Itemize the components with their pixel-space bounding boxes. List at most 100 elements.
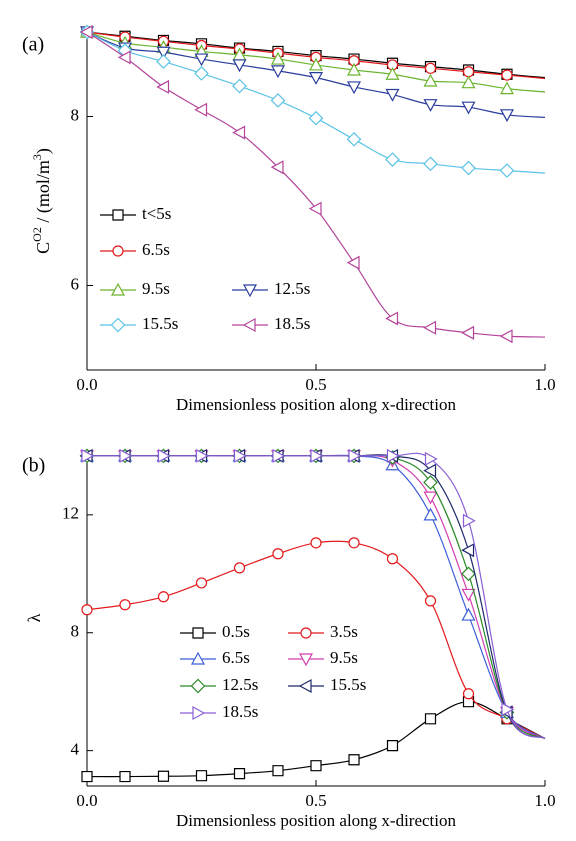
data-marker [233, 768, 246, 780]
y-tick-label: 8 [71, 105, 80, 124]
data-marker [462, 688, 475, 700]
data-marker [310, 448, 324, 463]
panel-label: (b) [22, 455, 45, 477]
data-marker [461, 588, 476, 602]
data-marker [156, 54, 171, 69]
y-tick-label: 4 [71, 740, 80, 759]
data-marker [348, 55, 360, 67]
data-marker [308, 201, 322, 216]
data-marker [308, 72, 324, 85]
legend-marker [298, 653, 314, 667]
x-tick-label: 0.0 [76, 375, 97, 394]
legend-marker [242, 284, 258, 298]
series-line [87, 454, 546, 740]
legend-marker [190, 651, 206, 665]
data-marker [270, 51, 285, 65]
data-marker [157, 591, 170, 603]
data-marker [194, 102, 208, 117]
y-axis-title-part: ) [33, 148, 54, 154]
data-marker [424, 62, 437, 74]
data-marker [499, 163, 515, 178]
series-line [87, 452, 546, 740]
legend-marker [298, 678, 312, 694]
data-marker [423, 320, 437, 335]
data-marker [194, 66, 209, 81]
data-marker [423, 491, 438, 505]
data-marker [119, 448, 133, 463]
data-marker [386, 448, 400, 463]
data-marker [501, 702, 515, 717]
legend-label: 12.5s [222, 675, 258, 694]
data-marker [347, 81, 362, 95]
x-axis-title: Dimensionless position along x-direction [176, 811, 456, 830]
data-marker [232, 59, 247, 73]
legend-label: 0.5s [222, 622, 250, 641]
data-marker [232, 125, 246, 140]
data-marker [157, 770, 170, 782]
legend-marker [112, 209, 124, 221]
data-marker [348, 448, 362, 463]
data-marker [308, 57, 324, 71]
data-marker [348, 754, 360, 766]
legend-label: 18.5s [222, 702, 258, 721]
data-marker [386, 740, 399, 752]
legend-label: 15.5s [330, 675, 366, 694]
legend-marker [110, 317, 126, 333]
data-marker [119, 770, 131, 783]
y-axis-title-part: / (mol/m [33, 160, 54, 227]
data-marker [310, 537, 322, 549]
legend-label: 9.5s [142, 279, 170, 298]
legend-label: 15.5s [142, 314, 178, 333]
series-line [87, 454, 546, 740]
data-marker [461, 101, 476, 115]
legend-marker [192, 627, 204, 639]
data-marker [423, 475, 438, 490]
x-tick-label: 0.5 [305, 791, 326, 810]
data-marker [385, 311, 399, 326]
data-marker [348, 537, 360, 549]
data-marker [499, 81, 514, 95]
data-marker [272, 548, 284, 560]
data-marker [233, 448, 247, 463]
data-marker [308, 110, 324, 126]
data-marker [270, 160, 284, 175]
data-marker [346, 131, 362, 147]
data-marker [310, 51, 322, 63]
data-marker [272, 765, 284, 777]
y-axis-title-part: 3 [30, 154, 44, 160]
data-marker [79, 24, 93, 40]
data-marker [346, 255, 360, 270]
legend-label: 3.5s [330, 622, 358, 641]
legend-label: 6.5s [142, 240, 170, 259]
x-tick-label: 1.0 [534, 791, 555, 810]
data-marker [461, 607, 476, 621]
data-marker [423, 507, 438, 521]
data-marker [347, 62, 362, 76]
x-tick-label: 1.0 [534, 375, 555, 394]
y-axis-title-part: λ [24, 613, 44, 622]
legend-label: 6.5s [222, 648, 250, 667]
legend-marker [242, 317, 256, 333]
data-marker [81, 604, 93, 616]
legend-marker [300, 627, 312, 639]
data-marker [499, 329, 513, 344]
data-marker [461, 543, 475, 558]
data-marker [499, 109, 514, 123]
data-marker [423, 99, 438, 112]
data-marker [195, 770, 208, 782]
data-marker [462, 513, 476, 528]
data-marker [81, 448, 95, 463]
data-marker [424, 713, 437, 725]
legend-marker [110, 282, 126, 296]
legend-marker [190, 678, 206, 694]
series-line [87, 454, 546, 740]
data-marker [233, 562, 246, 574]
legend-label: t<5s [142, 204, 171, 223]
series-line [86, 540, 546, 740]
y-axis-title-part: C [33, 242, 53, 254]
data-marker [270, 65, 285, 79]
legend-marker [192, 705, 206, 721]
data-marker [310, 760, 322, 772]
data-marker [386, 553, 399, 565]
data-marker [156, 79, 170, 94]
